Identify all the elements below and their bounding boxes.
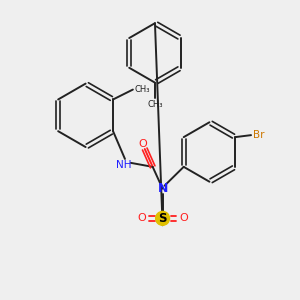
Text: CH₃: CH₃ (147, 100, 163, 109)
Text: CH₃: CH₃ (135, 85, 150, 94)
Circle shape (156, 212, 170, 225)
Text: NH: NH (116, 160, 132, 170)
Text: O: O (179, 213, 188, 224)
Text: O: O (137, 213, 146, 224)
Text: O: O (138, 139, 147, 149)
Text: Br: Br (253, 130, 265, 140)
Text: S: S (158, 212, 167, 225)
Text: N: N (158, 182, 168, 195)
